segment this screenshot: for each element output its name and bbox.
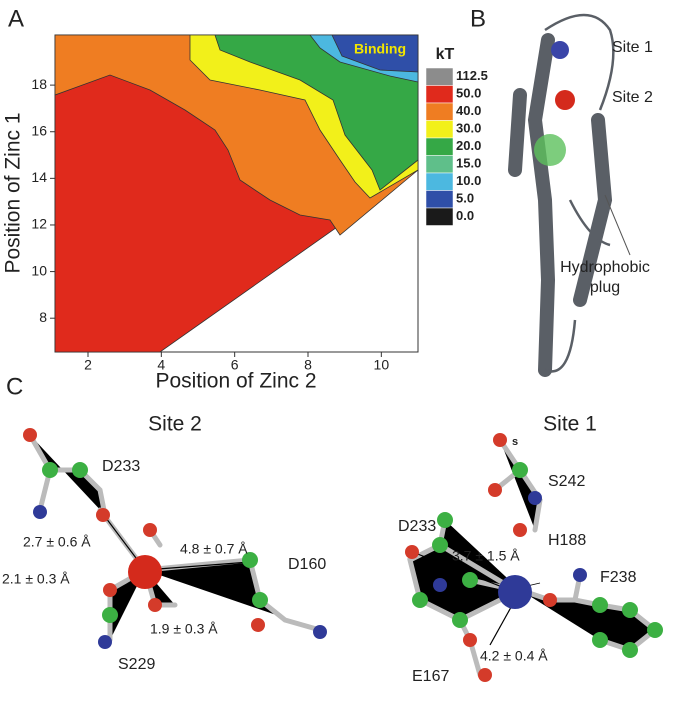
y-tick-label: 14 bbox=[31, 169, 47, 185]
y-axis-label: Position of Zinc 1 bbox=[2, 112, 25, 273]
residue-label: H188 bbox=[548, 532, 586, 549]
colorbar-swatch bbox=[425, 190, 454, 209]
colorbar-swatch bbox=[425, 102, 454, 121]
site-label: Site 1 bbox=[612, 39, 653, 56]
distance-label: 4.8 ± 0.7 Å bbox=[180, 541, 248, 557]
colorbar-label: 40.0 bbox=[456, 103, 481, 118]
distance-label: 3.7 ± 1.5 Å bbox=[452, 548, 520, 564]
panel-label: A bbox=[8, 5, 24, 32]
colorbar-swatch bbox=[425, 137, 454, 156]
colorbar-label: 30.0 bbox=[456, 121, 481, 136]
atom-label: s bbox=[512, 436, 518, 448]
panel-label: B bbox=[470, 5, 486, 32]
plug-label: plug bbox=[590, 279, 620, 296]
site1-molecule bbox=[405, 433, 663, 682]
colorbar-swatch bbox=[425, 207, 454, 226]
structure bbox=[508, 13, 631, 377]
region bbox=[331, 34, 419, 73]
x-tick-label: 8 bbox=[304, 357, 312, 373]
x-tick-label: 4 bbox=[157, 357, 165, 373]
site-title: Site 1 bbox=[543, 413, 597, 436]
residue-label: F238 bbox=[600, 569, 637, 586]
site-title: Site 2 bbox=[148, 413, 202, 436]
colorbar-label: 0.0 bbox=[456, 208, 474, 223]
colorbar-label: 10.0 bbox=[456, 173, 481, 188]
colorbar-label: 15.0 bbox=[456, 156, 481, 171]
distance-label: 4.2 ± 0.4 Å bbox=[480, 648, 548, 664]
y-tick-label: 12 bbox=[31, 216, 47, 232]
x-tick-label: 2 bbox=[84, 357, 92, 373]
colorbar-label: 5.0 bbox=[456, 191, 474, 206]
residue-label: S229 bbox=[118, 656, 155, 673]
y-tick-label: 16 bbox=[31, 122, 47, 138]
y-tick-label: 10 bbox=[31, 262, 47, 278]
colorbar-swatch bbox=[425, 120, 454, 139]
residue-label: D233 bbox=[398, 518, 436, 535]
region bbox=[214, 34, 419, 191]
colorbar-label: 50.0 bbox=[456, 86, 481, 101]
y-tick-label: 18 bbox=[31, 76, 47, 92]
panel-label: C bbox=[6, 373, 23, 400]
distance-label: 1.9 ± 0.3 Å bbox=[150, 621, 218, 637]
residue-label: S242 bbox=[548, 473, 585, 490]
colorbar-swatch bbox=[425, 85, 454, 104]
distance-label: 2.1 ± 0.3 Å bbox=[2, 571, 70, 587]
x-tick-label: 10 bbox=[374, 357, 390, 373]
contour-plot: Binding bbox=[54, 34, 419, 353]
plug-residue bbox=[534, 134, 566, 166]
colorbar-swatch bbox=[425, 172, 454, 191]
site2-molecule bbox=[23, 428, 327, 649]
pointer bbox=[604, 194, 631, 256]
plug-label: Hydrophobic bbox=[560, 259, 650, 276]
distance-label: 2.7 ± 0.6 Å bbox=[23, 534, 91, 550]
colorbar-swatch bbox=[425, 67, 454, 86]
x-tick-label: 6 bbox=[231, 357, 239, 373]
colorbar-label: 20.0 bbox=[456, 138, 481, 153]
residue-label: E167 bbox=[412, 668, 449, 685]
annotation: Binding bbox=[354, 41, 406, 57]
x-axis-label: Position of Zinc 2 bbox=[155, 370, 316, 393]
residue-label: D160 bbox=[288, 556, 326, 573]
residue-label: D233 bbox=[102, 458, 140, 475]
zinc bbox=[555, 90, 575, 110]
y-tick-label: 8 bbox=[39, 309, 47, 325]
site-label: Site 2 bbox=[612, 89, 653, 106]
zinc bbox=[551, 41, 569, 59]
colorbar-label: 112.5 bbox=[456, 68, 488, 83]
colorbar-swatch bbox=[425, 155, 454, 174]
colorbar-title: kT bbox=[436, 46, 455, 63]
